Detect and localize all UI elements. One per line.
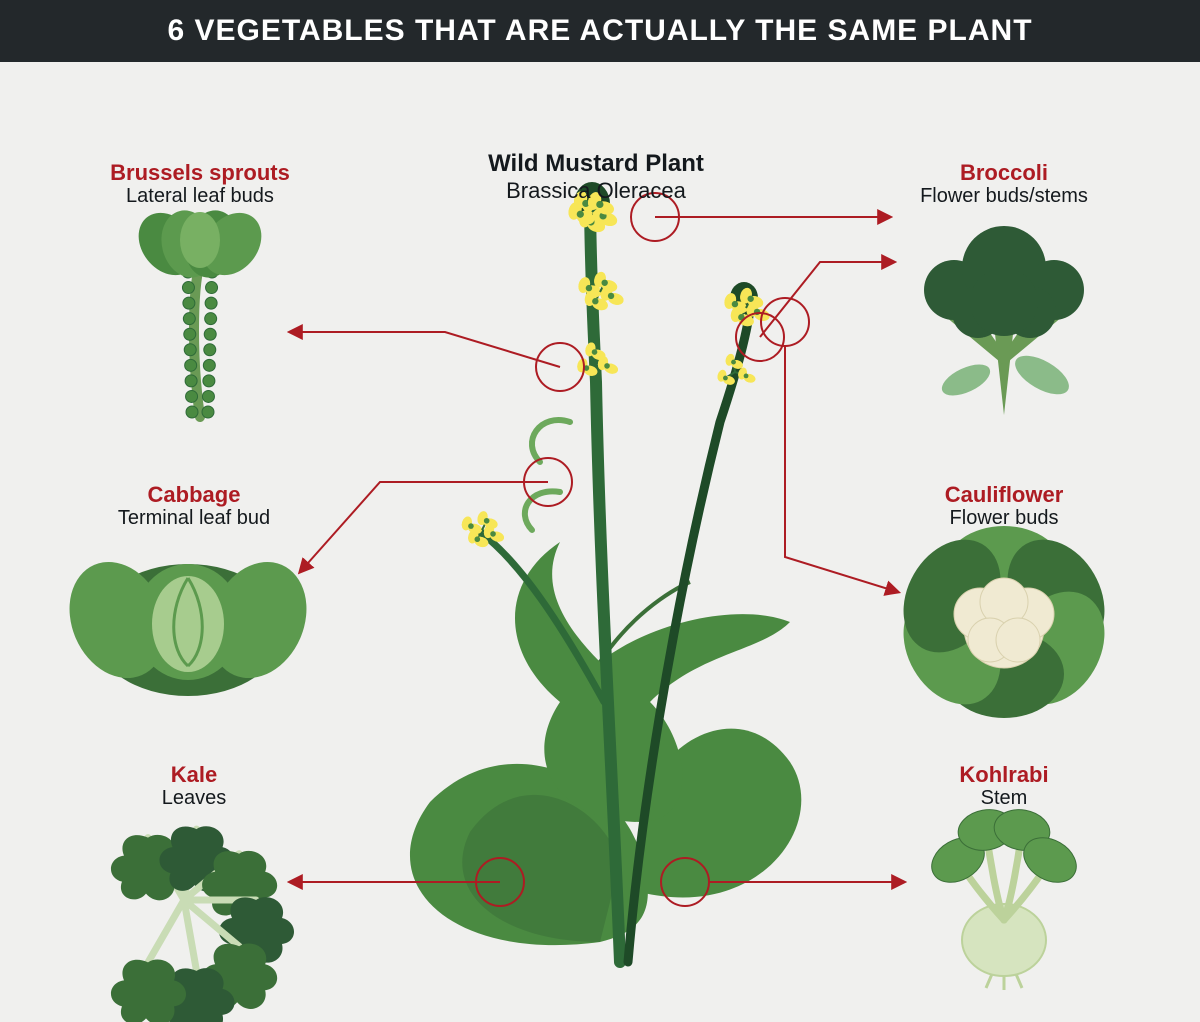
brussels-label: Brussels sproutsLateral leaf buds — [50, 160, 350, 208]
kale-desc: Leaves — [44, 787, 344, 810]
brussels-desc: Lateral leaf buds — [50, 185, 350, 208]
broccoli-desc: Flower buds/stems — [854, 185, 1154, 208]
cauliflower-desc: Flower buds — [854, 507, 1154, 530]
cauliflower-name: Cauliflower — [854, 482, 1154, 507]
cauliflower-connector — [785, 346, 898, 592]
kohlrabi-name: Kohlrabi — [854, 762, 1154, 787]
kohlrabi-highlight-circle — [661, 858, 709, 906]
hub-sub: Brassica Oleracea — [426, 178, 766, 203]
broccoli-name: Broccoli — [854, 160, 1154, 185]
cauliflower-label: CauliflowerFlower buds — [854, 482, 1154, 530]
cabbage-desc: Terminal leaf bud — [44, 507, 344, 530]
cabbage-name: Cabbage — [44, 482, 344, 507]
broccoli-icon — [924, 226, 1084, 415]
kohlrabi-label: KohlrabiStem — [854, 762, 1154, 810]
kohlrabi-desc: Stem — [854, 787, 1154, 810]
broccoli-label: BroccoliFlower buds/stems — [854, 160, 1154, 208]
kale-label: KaleLeaves — [44, 762, 344, 810]
cauliflower-icon — [884, 522, 1124, 722]
hub-label: Wild Mustard PlantBrassica Oleracea — [426, 150, 766, 203]
brussels-name: Brussels sprouts — [50, 160, 350, 185]
cauliflower-highlight-circle — [761, 298, 809, 346]
kale-name: Kale — [44, 762, 344, 787]
kale-icon — [111, 826, 294, 1022]
cabbage-icon — [52, 547, 324, 696]
brussels-connector — [290, 332, 560, 367]
hub-plant-icon — [410, 182, 801, 962]
hub-name: Wild Mustard Plant — [426, 150, 766, 178]
kohlrabi-icon — [924, 805, 1084, 990]
cabbage-label: CabbageTerminal leaf bud — [44, 482, 344, 530]
page-title: 6 VEGETABLES THAT ARE ACTUALLY THE SAME … — [0, 0, 1200, 62]
brussels-icon — [127, 201, 274, 418]
